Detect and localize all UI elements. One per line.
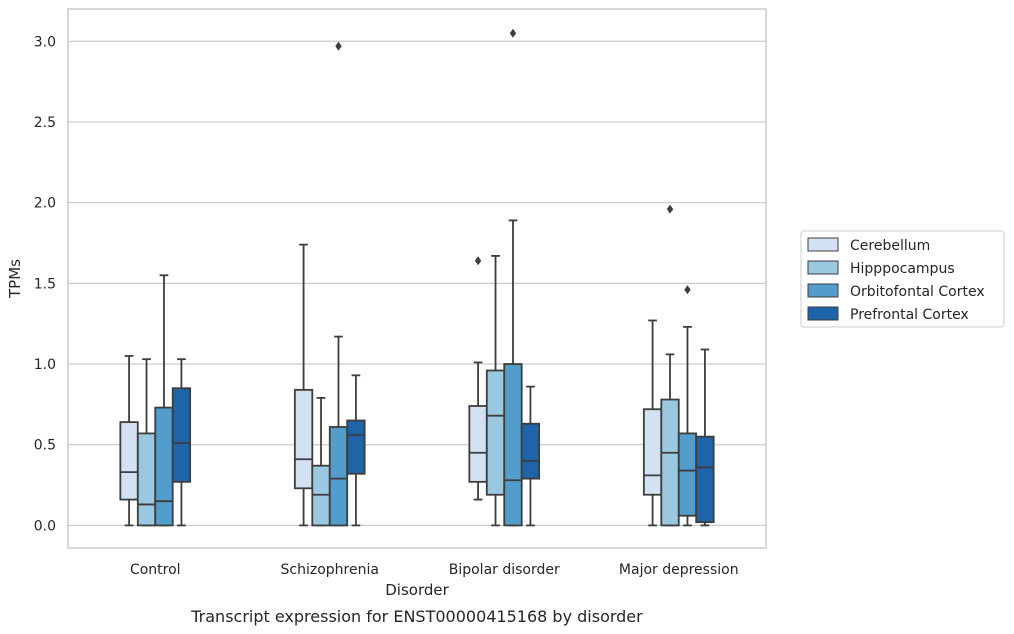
box-group — [468, 256, 488, 501]
x-axis-ticks: Control Schizophrenia Bipolar disorder Majo… — [130, 562, 739, 578]
x-tick-label: Control — [130, 562, 181, 578]
box — [468, 405, 488, 483]
outlier-point — [335, 41, 342, 51]
legend-swatch — [807, 260, 839, 275]
box — [346, 419, 366, 475]
box-group — [311, 397, 331, 527]
box-group — [346, 374, 366, 527]
x-tick-label: Schizophrenia — [281, 562, 379, 578]
box — [695, 435, 715, 524]
box-group — [293, 243, 314, 527]
legend-label: Prefrontal Cortex — [850, 307, 969, 323]
legend-label: Cerebellum — [850, 238, 930, 254]
box — [136, 432, 157, 527]
box — [660, 398, 680, 527]
y-tick-label: 2.5 — [34, 115, 56, 131]
box-group — [154, 274, 174, 527]
y-axis-ticks: 0.0 0.5 1.0 1.5 2.0 2.5 3.0 — [34, 34, 56, 534]
outlier-point — [684, 285, 691, 295]
plot-area — [67, 8, 767, 549]
box-group — [485, 255, 506, 527]
y-tick-label: 0.0 — [34, 518, 56, 534]
y-tick-label: 0.5 — [34, 438, 56, 454]
box — [293, 388, 314, 490]
legend: Cerebellum Hipppocampus Orbitofontal Corte… — [800, 230, 1005, 328]
box-group — [328, 41, 349, 527]
boxes — [119, 28, 715, 527]
box-group — [503, 28, 523, 527]
outlier-point — [474, 256, 482, 266]
legend-label: Hipppocampus — [850, 261, 955, 277]
outlier-point — [666, 204, 674, 214]
legend-frame — [800, 230, 1005, 328]
box — [520, 422, 541, 480]
box-group — [660, 204, 680, 527]
box-group — [520, 385, 541, 527]
x-tick-label: Bipolar disorder — [449, 562, 560, 578]
box — [503, 363, 523, 527]
y-tick-label: 1.0 — [34, 357, 56, 373]
y-tick-label: 2.0 — [34, 196, 56, 212]
legend-swatch — [807, 237, 839, 252]
legend-swatch — [807, 283, 839, 298]
box — [642, 408, 663, 496]
y-axis-label: TPMs — [6, 259, 24, 299]
outlier-point — [509, 28, 517, 38]
box — [154, 406, 174, 527]
box-group — [642, 319, 663, 527]
box — [677, 432, 698, 517]
x-axis-label: Disorder — [385, 581, 449, 599]
box — [119, 421, 139, 501]
chart-caption: Transcript expression for ENST0000041516… — [190, 607, 643, 626]
x-tick-label: Major depression — [619, 562, 739, 578]
box-group — [677, 285, 698, 527]
y-tick-label: 3.0 — [34, 34, 56, 50]
box-group — [136, 358, 157, 527]
box-group — [695, 348, 715, 527]
legend-swatch — [807, 306, 839, 321]
box — [328, 426, 349, 527]
box — [485, 369, 506, 496]
legend-label: Orbitofontal Cortex — [850, 284, 985, 300]
y-tick-label: 1.5 — [34, 276, 56, 292]
box-group — [171, 358, 192, 527]
box-group — [119, 355, 139, 527]
box — [171, 387, 192, 483]
